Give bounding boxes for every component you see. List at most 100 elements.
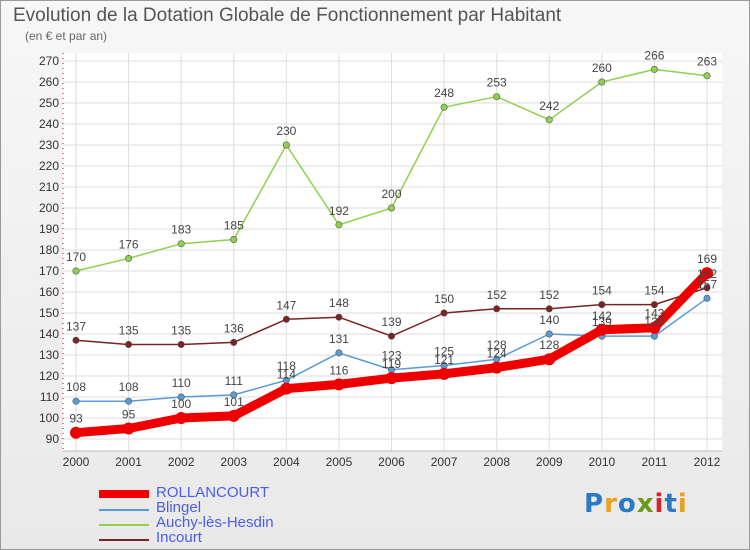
plot-area	[63, 53, 722, 451]
data-label: 139	[644, 315, 664, 329]
y-tick-label: 210	[39, 180, 59, 194]
data-point	[125, 397, 133, 405]
data-point	[703, 284, 711, 292]
data-point	[701, 267, 713, 280]
y-tick-label: 260	[39, 75, 59, 89]
data-label: 136	[224, 321, 244, 335]
data-label: 121	[434, 353, 454, 367]
data-label: 192	[329, 204, 349, 218]
y-tick-label: 220	[39, 159, 59, 173]
y-tick-label: 240	[39, 117, 59, 131]
data-label: 116	[329, 363, 348, 377]
logo-letter: r	[604, 489, 618, 519]
data-label: 101	[224, 395, 244, 409]
data-label: 93	[69, 412, 83, 426]
data-point	[72, 267, 80, 275]
data-point	[650, 65, 658, 73]
data-label: 147	[276, 298, 296, 312]
data-label: 135	[171, 324, 191, 338]
y-tick-label: 250	[39, 96, 59, 110]
data-point	[230, 338, 238, 346]
data-label: 108	[66, 380, 86, 394]
data-label: 253	[487, 76, 507, 90]
x-tick-label: 2000	[63, 455, 90, 469]
y-tick-label: 90	[46, 432, 60, 446]
x-tick-label: 2012	[694, 455, 721, 469]
data-label: 128	[539, 338, 559, 352]
data-point	[280, 382, 293, 395]
data-label: 157	[697, 277, 717, 291]
legend-label-rollancourt: ROLLANCOURT	[156, 484, 270, 501]
y-tick-label: 120	[39, 369, 59, 383]
data-label: 108	[119, 380, 139, 394]
y-tick-label: 150	[39, 306, 59, 320]
data-label: 125	[434, 345, 454, 359]
data-label: 95	[122, 408, 136, 422]
x-tick-label: 2010	[588, 455, 615, 469]
y-tick-label: 130	[39, 348, 59, 362]
data-label: 128	[487, 338, 507, 352]
data-point	[598, 78, 606, 86]
data-label: 131	[329, 332, 349, 346]
data-label: 148	[329, 296, 349, 310]
data-point	[493, 93, 501, 101]
data-label: 114	[277, 368, 296, 382]
data-label: 200	[381, 187, 401, 201]
data-label: 183	[171, 223, 191, 237]
data-label: 143	[644, 307, 664, 321]
data-label: 140	[539, 313, 559, 327]
data-point	[703, 72, 711, 80]
logo-letter: i	[677, 489, 688, 519]
legend-label-blingel: Blingel	[156, 499, 202, 516]
data-point	[648, 321, 661, 334]
data-point	[72, 397, 80, 405]
data-point	[335, 313, 343, 321]
data-label: 170	[66, 250, 86, 264]
x-tick-label: 2011	[642, 455, 668, 469]
data-label: 111	[225, 374, 244, 388]
data-label: 139	[381, 315, 401, 329]
data-point	[335, 349, 343, 357]
data-label: 185	[224, 219, 244, 233]
data-point	[650, 301, 658, 309]
y-tick-label: 170	[39, 264, 59, 278]
y-tick-label: 190	[39, 222, 59, 236]
legend-label-incourt: Incourt	[156, 529, 202, 546]
logo-letter: x	[636, 489, 655, 519]
data-label: 124	[487, 347, 507, 361]
data-point	[385, 372, 398, 385]
data-point	[493, 305, 501, 313]
y-tick-label: 160	[39, 285, 59, 299]
data-label: 139	[592, 315, 612, 329]
data-label: 135	[119, 324, 139, 338]
data-point	[545, 330, 553, 338]
y-tick-label: 180	[39, 243, 59, 257]
data-label: 266	[644, 48, 664, 62]
data-label: 242	[539, 99, 559, 113]
data-label: 154	[644, 284, 664, 298]
data-point	[122, 422, 135, 435]
data-point	[595, 323, 608, 336]
data-point	[70, 426, 82, 439]
data-point	[438, 367, 451, 380]
logo-letter: i	[654, 489, 665, 519]
data-label: 150	[434, 292, 454, 306]
data-point	[387, 204, 395, 212]
data-point	[490, 361, 503, 374]
y-tick-label: 270	[39, 54, 59, 68]
data-label: 176	[119, 237, 139, 251]
data-label: 152	[487, 288, 507, 302]
x-tick-label: 2009	[536, 455, 563, 469]
chart-title: Evolution de la Dotation Globale de Fonc…	[13, 5, 562, 26]
x-tick-label: 2003	[220, 455, 247, 469]
data-point	[650, 332, 658, 340]
data-point	[545, 305, 553, 313]
y-tick-label: 100	[39, 411, 59, 425]
legend-swatch-rollancourt	[99, 490, 149, 498]
data-point	[230, 391, 238, 399]
x-tick-label: 2005	[326, 455, 353, 469]
proxiti-logo[interactable]: Proxiti	[584, 489, 688, 519]
chart-subtitle: (en € et par an)	[25, 29, 108, 43]
data-label: 162	[697, 267, 717, 281]
logo-letter: o	[617, 489, 637, 519]
